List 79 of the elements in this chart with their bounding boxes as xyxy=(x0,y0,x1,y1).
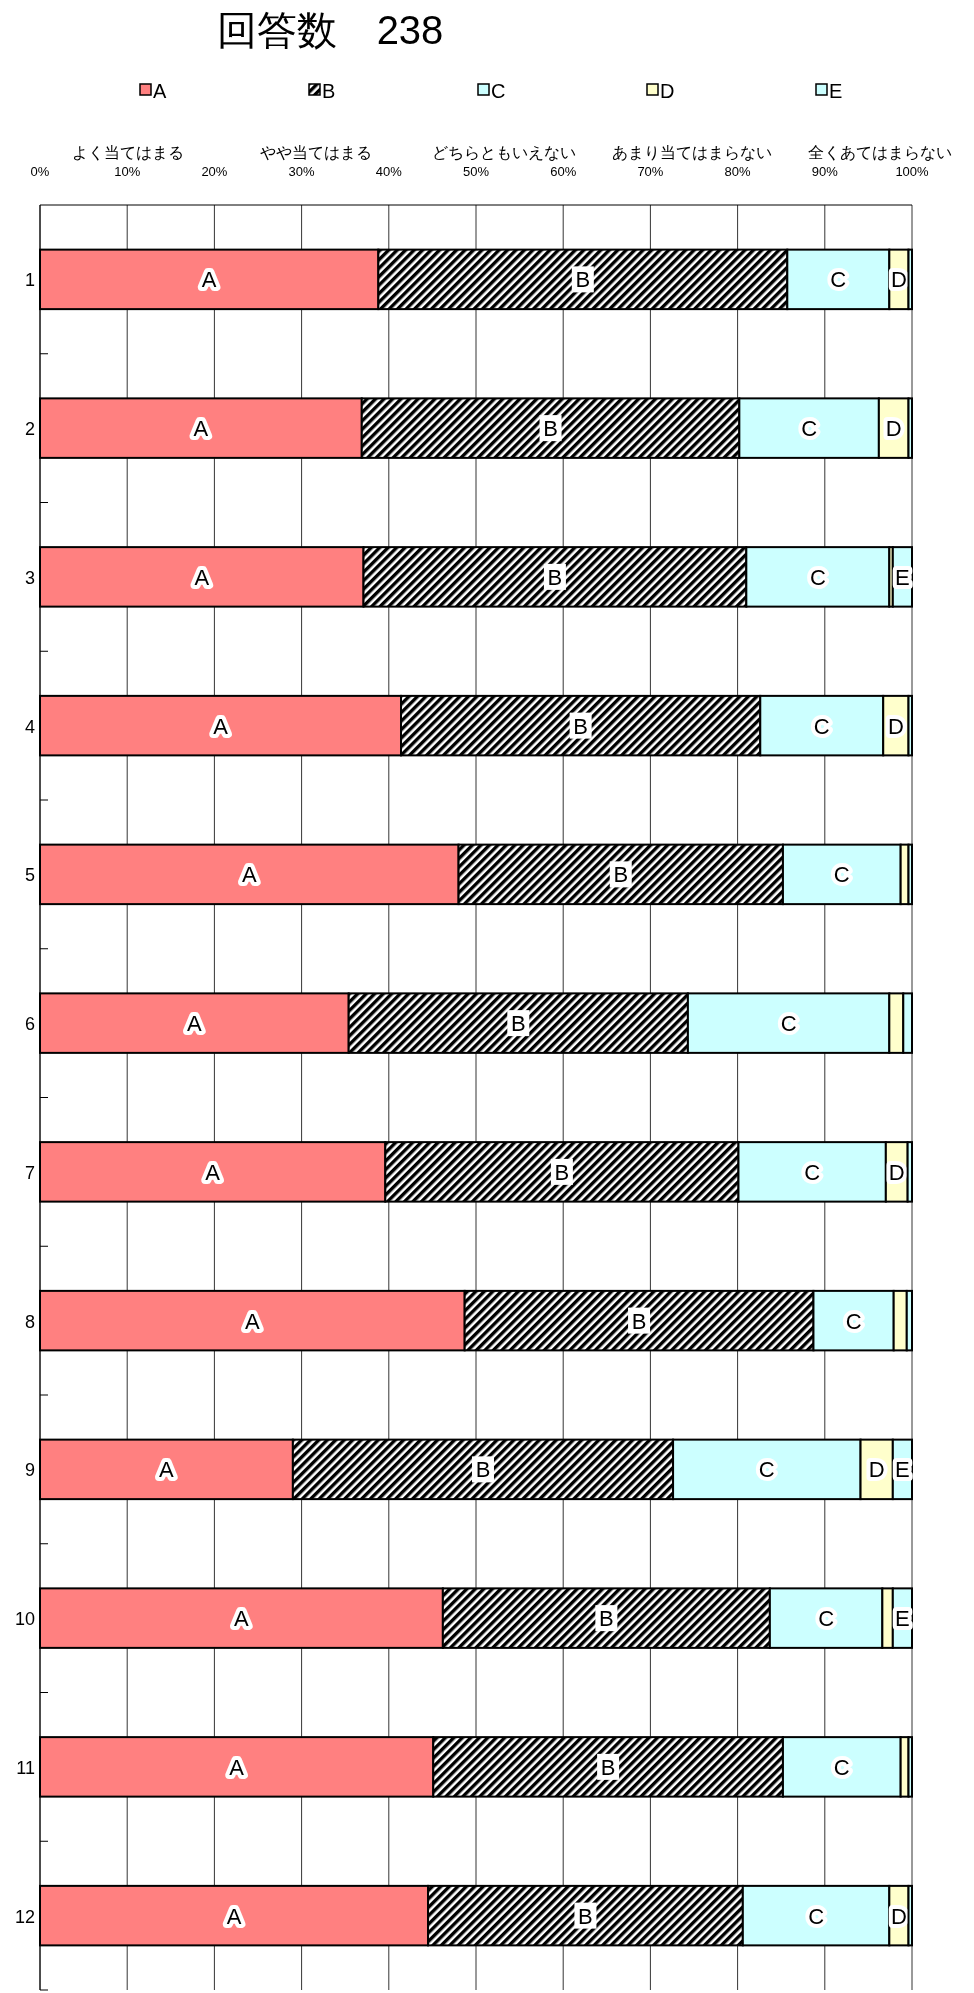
text: E xyxy=(895,564,910,590)
text: やや当てはまる xyxy=(260,144,372,161)
x-tick-label: 70% xyxy=(637,164,664,179)
text: B xyxy=(631,1308,647,1334)
y-tick-label: 2 xyxy=(24,419,35,440)
text: A xyxy=(194,564,210,590)
text: B xyxy=(575,267,591,293)
text: C xyxy=(830,267,847,293)
y-tick-label: 10 xyxy=(14,1609,35,1630)
text: C xyxy=(801,416,818,442)
text: B xyxy=(547,564,563,590)
x-tick-label: 40% xyxy=(375,164,403,179)
text: B xyxy=(578,1903,593,1929)
text: A xyxy=(226,1903,242,1929)
text: A xyxy=(234,1606,249,1632)
x-tick-label: 0% xyxy=(30,164,50,179)
text: D xyxy=(868,1457,885,1483)
y-tick-label: 1 xyxy=(24,270,35,291)
y-tick-label: 9 xyxy=(24,1460,35,1481)
text: B xyxy=(475,1457,491,1483)
text: B xyxy=(599,1606,614,1632)
text: 全くあてはまらない xyxy=(808,144,952,161)
y-tick-label: 3 xyxy=(24,567,35,588)
text: B xyxy=(543,416,558,442)
x-tick-label: 10% xyxy=(114,164,141,179)
legend-label: E xyxy=(829,80,843,102)
legend-label: A xyxy=(153,80,167,102)
text: よく当てはまる xyxy=(72,144,184,161)
text: A xyxy=(205,1159,220,1185)
text: C xyxy=(813,713,830,739)
y-tick-label: 5 xyxy=(24,865,35,886)
text: C xyxy=(780,1011,797,1037)
text: D xyxy=(890,1903,907,1929)
y-tick-label: 7 xyxy=(24,1162,35,1183)
text: A xyxy=(187,1011,202,1037)
text: D xyxy=(887,713,904,739)
text: C xyxy=(809,564,826,590)
y-tick-label: 11 xyxy=(16,1757,35,1778)
x-tick-label: 100% xyxy=(895,164,930,179)
text: B xyxy=(613,862,629,888)
x-tick-label: 50% xyxy=(462,164,490,179)
text: E xyxy=(895,1457,910,1483)
y-tick-label: 8 xyxy=(24,1311,35,1332)
text: C xyxy=(833,1754,850,1780)
y-tick-label: 12 xyxy=(14,1906,35,1927)
text: C xyxy=(833,862,850,888)
legend-label: B xyxy=(322,80,336,102)
text: C xyxy=(845,1308,862,1334)
x-tick-label: 90% xyxy=(811,164,839,179)
chart-title: 回答数 238 xyxy=(216,8,444,52)
text: A xyxy=(213,713,228,739)
text: A xyxy=(193,416,209,442)
text: どちらともいえない xyxy=(432,144,576,161)
legend-label: C xyxy=(491,80,506,102)
text: C xyxy=(808,1903,825,1929)
x-tick-label: 20% xyxy=(201,164,228,179)
y-tick-label: 6 xyxy=(24,1014,35,1035)
text: C xyxy=(758,1457,775,1483)
text: B xyxy=(510,1011,526,1037)
text: E xyxy=(895,1606,910,1632)
text: C xyxy=(804,1159,821,1185)
text: A xyxy=(241,862,257,888)
y-tick-label: 4 xyxy=(24,716,35,737)
text: C xyxy=(818,1606,835,1632)
text: あまり当てはまらない xyxy=(612,144,772,161)
text: A xyxy=(159,1457,174,1483)
text: D xyxy=(888,1159,905,1185)
text: A xyxy=(244,1308,260,1334)
text: B xyxy=(573,713,588,739)
text: A xyxy=(201,267,217,293)
text: B xyxy=(600,1754,616,1780)
x-tick-label: 30% xyxy=(288,164,316,179)
x-tick-label: 60% xyxy=(550,164,577,179)
text: B xyxy=(554,1159,570,1185)
text: D xyxy=(890,267,907,293)
x-tick-label: 80% xyxy=(724,164,752,179)
legend-label: D xyxy=(660,80,675,102)
text: A xyxy=(229,1754,244,1780)
text: D xyxy=(885,416,902,442)
